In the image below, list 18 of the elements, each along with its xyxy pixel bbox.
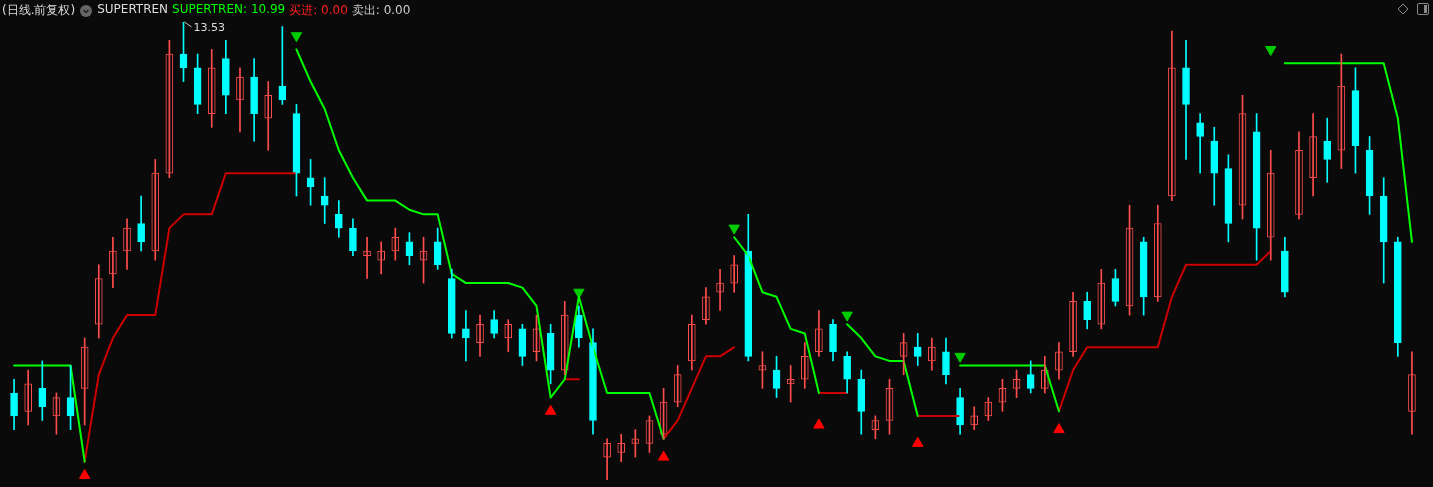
chart-title: (日线.前复权) (2, 2, 76, 19)
point (78, 468, 91, 479)
point (1053, 423, 1065, 434)
point (290, 32, 303, 43)
text: 卖出: 0.00 (351, 2, 411, 19)
point (1265, 45, 1277, 56)
annotation: 13.53 (193, 20, 225, 34)
text: SUPERTREN: 10.99 (172, 2, 286, 18)
text: SUPERTREN (97, 2, 169, 18)
point (841, 311, 853, 322)
point (813, 418, 825, 429)
point (544, 404, 557, 415)
point (954, 352, 966, 363)
point (912, 436, 924, 447)
point (573, 288, 585, 299)
point (728, 224, 740, 235)
point (657, 450, 670, 461)
text: 买进: 0.00 (289, 2, 348, 19)
